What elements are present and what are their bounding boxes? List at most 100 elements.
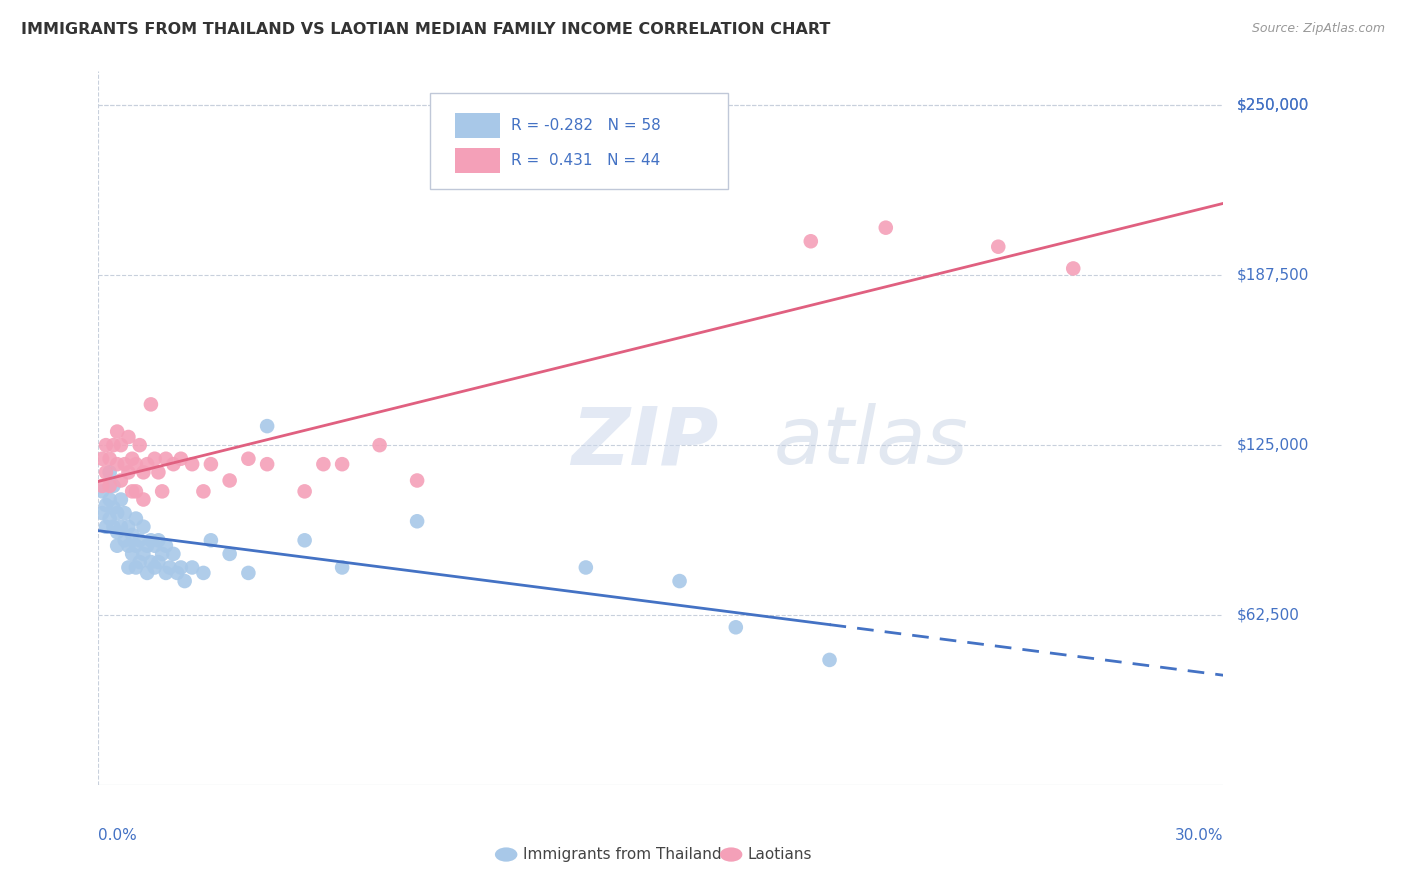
Point xyxy=(818,653,841,667)
Text: $250,000: $250,000 xyxy=(1237,98,1309,113)
Point xyxy=(193,484,215,499)
Text: atlas: atlas xyxy=(773,403,969,482)
Point xyxy=(110,492,132,507)
Point xyxy=(105,539,128,553)
Text: $125,000: $125,000 xyxy=(1237,438,1309,452)
Point xyxy=(98,479,121,493)
Point xyxy=(136,539,159,553)
Point xyxy=(94,466,117,480)
Point xyxy=(98,451,121,466)
Point xyxy=(91,506,114,520)
Text: 30.0%: 30.0% xyxy=(1175,828,1223,843)
Point xyxy=(98,492,121,507)
Point xyxy=(114,506,136,520)
Point xyxy=(724,620,747,634)
Point xyxy=(110,519,132,533)
Text: $62,500: $62,500 xyxy=(1237,607,1299,623)
Text: Source: ZipAtlas.com: Source: ZipAtlas.com xyxy=(1251,22,1385,36)
Point xyxy=(668,574,690,588)
Point xyxy=(181,457,204,471)
Point xyxy=(875,220,897,235)
Point xyxy=(125,560,148,574)
Point xyxy=(218,547,240,561)
Text: ZIP: ZIP xyxy=(571,403,718,482)
Point xyxy=(117,560,139,574)
Text: IMMIGRANTS FROM THAILAND VS LAOTIAN MEDIAN FAMILY INCOME CORRELATION CHART: IMMIGRANTS FROM THAILAND VS LAOTIAN MEDI… xyxy=(21,22,831,37)
Point xyxy=(94,438,117,452)
Point xyxy=(110,474,132,488)
Point xyxy=(94,519,117,533)
Point xyxy=(139,533,162,548)
Point xyxy=(98,466,121,480)
Point xyxy=(148,466,170,480)
FancyBboxPatch shape xyxy=(456,112,501,137)
Point xyxy=(173,574,195,588)
FancyBboxPatch shape xyxy=(430,93,728,189)
Point xyxy=(987,240,1010,254)
Point xyxy=(575,560,598,574)
Point xyxy=(105,525,128,540)
Point xyxy=(125,511,148,525)
Point xyxy=(256,419,278,434)
Point xyxy=(148,533,170,548)
Point xyxy=(143,560,166,574)
Point xyxy=(121,528,143,542)
Point xyxy=(114,457,136,471)
Point xyxy=(330,560,353,574)
Point xyxy=(159,560,181,574)
Point xyxy=(800,234,823,248)
Point xyxy=(162,547,184,561)
Point xyxy=(218,474,240,488)
Point xyxy=(200,533,222,548)
Point xyxy=(406,514,429,528)
Point xyxy=(193,566,215,580)
Text: $250,000: $250,000 xyxy=(1237,98,1309,113)
Point xyxy=(125,484,148,499)
Point xyxy=(294,533,316,548)
Point xyxy=(125,539,148,553)
Point xyxy=(105,457,128,471)
Point xyxy=(143,451,166,466)
Point xyxy=(155,539,177,553)
Point xyxy=(139,397,162,411)
Text: Immigrants from Thailand: Immigrants from Thailand xyxy=(523,847,721,862)
Point xyxy=(132,547,155,561)
Point xyxy=(238,451,260,466)
Point xyxy=(170,560,193,574)
Point xyxy=(155,451,177,466)
Point xyxy=(117,539,139,553)
Point xyxy=(91,484,114,499)
Point xyxy=(128,438,150,452)
Text: R = -0.282   N = 58: R = -0.282 N = 58 xyxy=(512,118,661,133)
Point xyxy=(103,519,125,533)
Point xyxy=(103,479,125,493)
Point xyxy=(312,457,335,471)
Point xyxy=(256,457,278,471)
Point xyxy=(166,566,188,580)
Text: 0.0%: 0.0% xyxy=(98,828,138,843)
Point xyxy=(294,484,316,499)
Point xyxy=(121,484,143,499)
Text: R =  0.431   N = 44: R = 0.431 N = 44 xyxy=(512,153,661,169)
Point xyxy=(139,555,162,569)
Point xyxy=(110,438,132,452)
Point xyxy=(121,547,143,561)
Text: Laotians: Laotians xyxy=(748,847,813,862)
Point xyxy=(94,498,117,512)
Point xyxy=(121,451,143,466)
Point xyxy=(162,457,184,471)
Point xyxy=(114,533,136,548)
Point xyxy=(91,479,114,493)
Point xyxy=(150,547,173,561)
Point xyxy=(103,500,125,515)
Point xyxy=(98,511,121,525)
Point xyxy=(105,425,128,439)
Point xyxy=(148,555,170,569)
Point xyxy=(128,533,150,548)
FancyBboxPatch shape xyxy=(456,148,501,173)
Point xyxy=(1062,261,1084,276)
Point xyxy=(170,451,193,466)
Point xyxy=(132,519,155,533)
Point xyxy=(330,457,353,471)
Point xyxy=(117,466,139,480)
